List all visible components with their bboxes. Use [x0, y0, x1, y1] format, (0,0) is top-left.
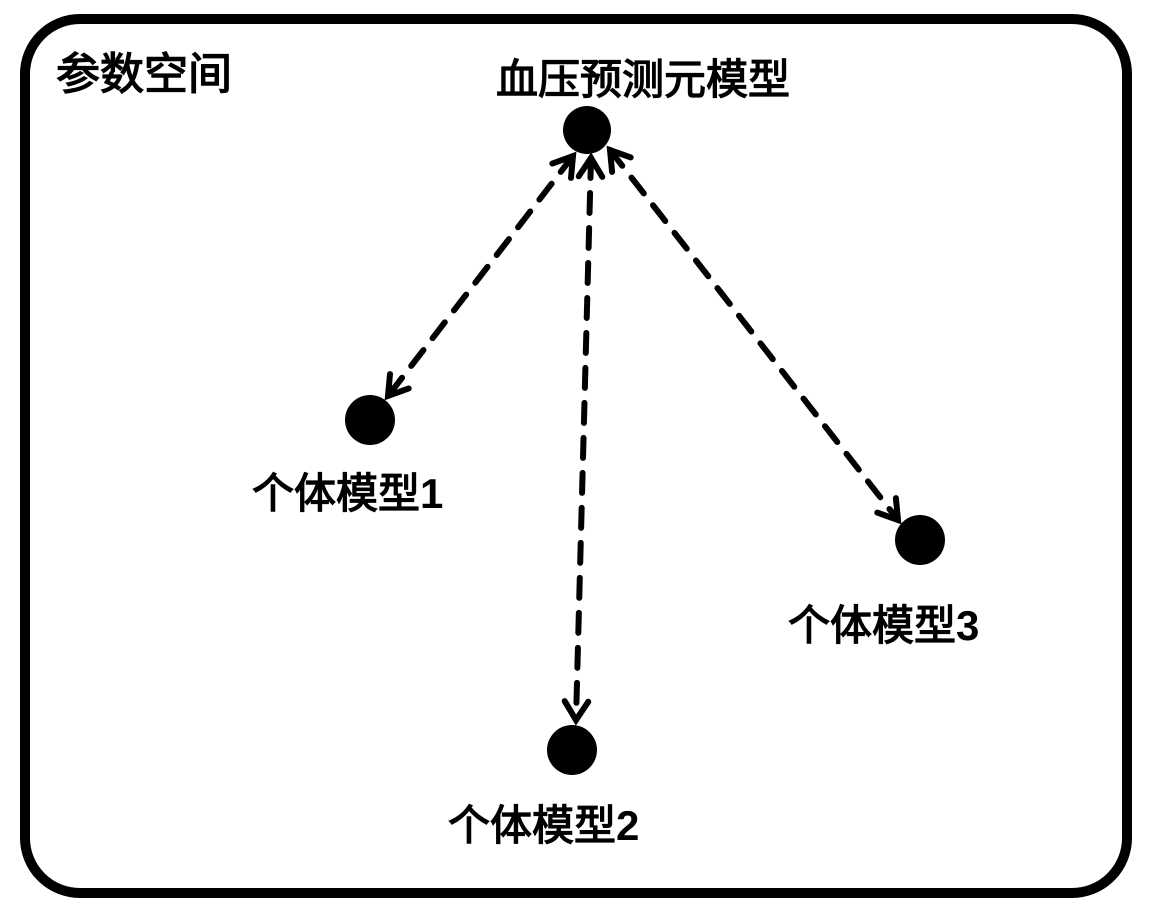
- node-m2: [547, 725, 597, 775]
- label-m3: 个体模型3: [788, 592, 979, 653]
- label-meta: 血压预测元模型: [496, 46, 790, 107]
- label-m2: 个体模型2: [448, 792, 639, 853]
- node-meta: [563, 106, 611, 154]
- node-m1: [345, 395, 395, 445]
- node-m3: [895, 515, 945, 565]
- label-m1: 个体模型1: [252, 460, 443, 521]
- title-label: 参数空间: [56, 38, 232, 102]
